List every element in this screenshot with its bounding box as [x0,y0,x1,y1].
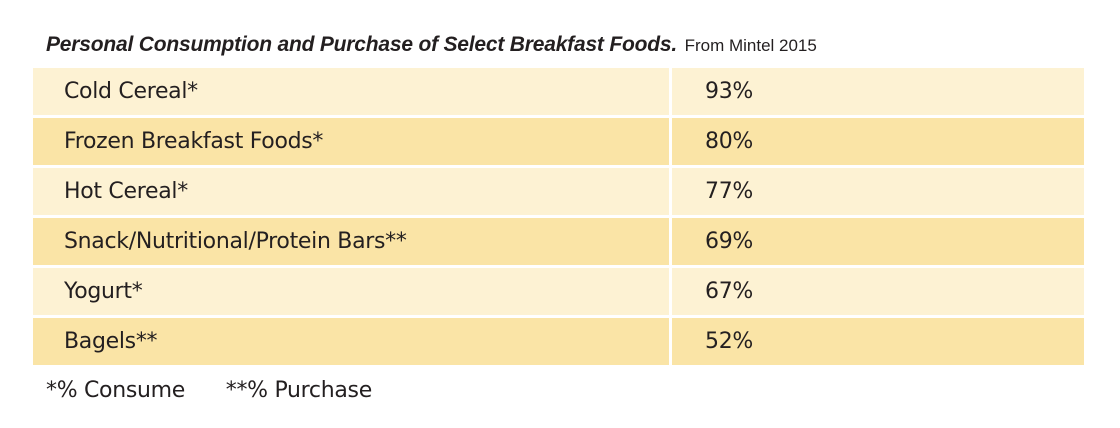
row-label: Yogurt* [33,268,669,315]
footnote: *% Consume **% Purchase [46,375,372,407]
row-value: 77% [672,168,1084,215]
table-row: Cold Cereal* 93% [33,68,1084,115]
table-row: Snack/Nutritional/Protein Bars** 69% [33,218,1084,265]
row-label: Cold Cereal* [33,68,669,115]
table-row: Yogurt* 67% [33,268,1084,315]
table-row: Bagels** 52% [33,318,1084,365]
row-value: 69% [672,218,1084,265]
row-label: Frozen Breakfast Foods* [33,118,669,165]
footnote-purchase: **% Purchase [225,378,373,403]
footnote-consume: *% Consume [46,378,186,403]
table-row: Frozen Breakfast Foods* 80% [33,118,1084,165]
row-value: 80% [672,118,1084,165]
table-source: From Mintel 2015 [684,36,817,55]
row-value: 67% [672,268,1084,315]
row-label: Hot Cereal* [33,168,669,215]
table-title: Personal Consumption and Purchase of Sel… [46,33,677,56]
row-value: 52% [672,318,1084,365]
data-table: Cold Cereal* 93% Frozen Breakfast Foods* 80… [33,68,1084,365]
row-value: 93% [672,68,1084,115]
table-title-line: Personal Consumption and Purchase of Sel… [46,30,817,61]
table-row: Hot Cereal* 77% [33,168,1084,215]
row-label: Bagels** [33,318,669,365]
row-label: Snack/Nutritional/Protein Bars** [33,218,669,265]
